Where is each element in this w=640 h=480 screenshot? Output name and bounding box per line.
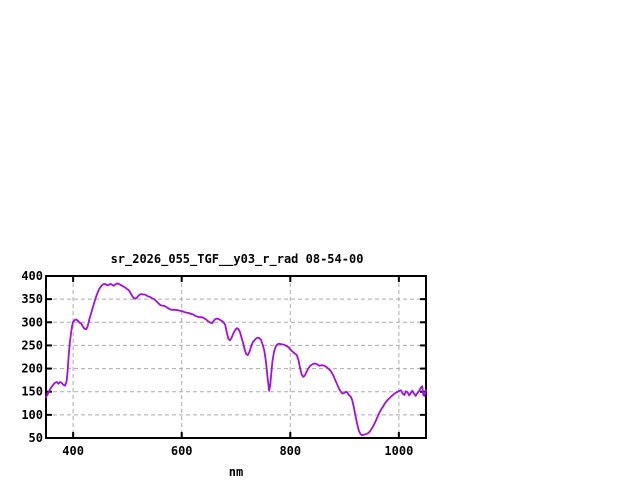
spectrum-line [45, 282, 427, 437]
axis-tick-labels: 400 600 800 1000 50 100 150 200 250 300 350 400 [21, 269, 413, 458]
y-tick-label: 250 [21, 338, 43, 352]
x-tick-label: 400 [62, 444, 84, 458]
y-tick-label: 100 [21, 408, 43, 422]
x-tick-label: 800 [279, 444, 301, 458]
chart-title: sr_2026_055_TGF__y03_r_rad 08-54-00 [111, 252, 364, 267]
x-axis-label: nm [229, 465, 243, 479]
axis-tick-marks [46, 275, 426, 439]
plot-border [45, 275, 427, 439]
y-tick-label: 200 [21, 362, 43, 376]
y-tick-label: 400 [21, 269, 43, 283]
y-tick-label: 350 [21, 292, 43, 306]
y-tick-label: 150 [21, 385, 43, 399]
y-tick-label: 50 [29, 431, 43, 445]
x-tick-label: 600 [171, 444, 193, 458]
grid-lines [46, 275, 426, 439]
x-tick-label: 1000 [384, 444, 413, 458]
y-tick-label: 300 [21, 315, 43, 329]
